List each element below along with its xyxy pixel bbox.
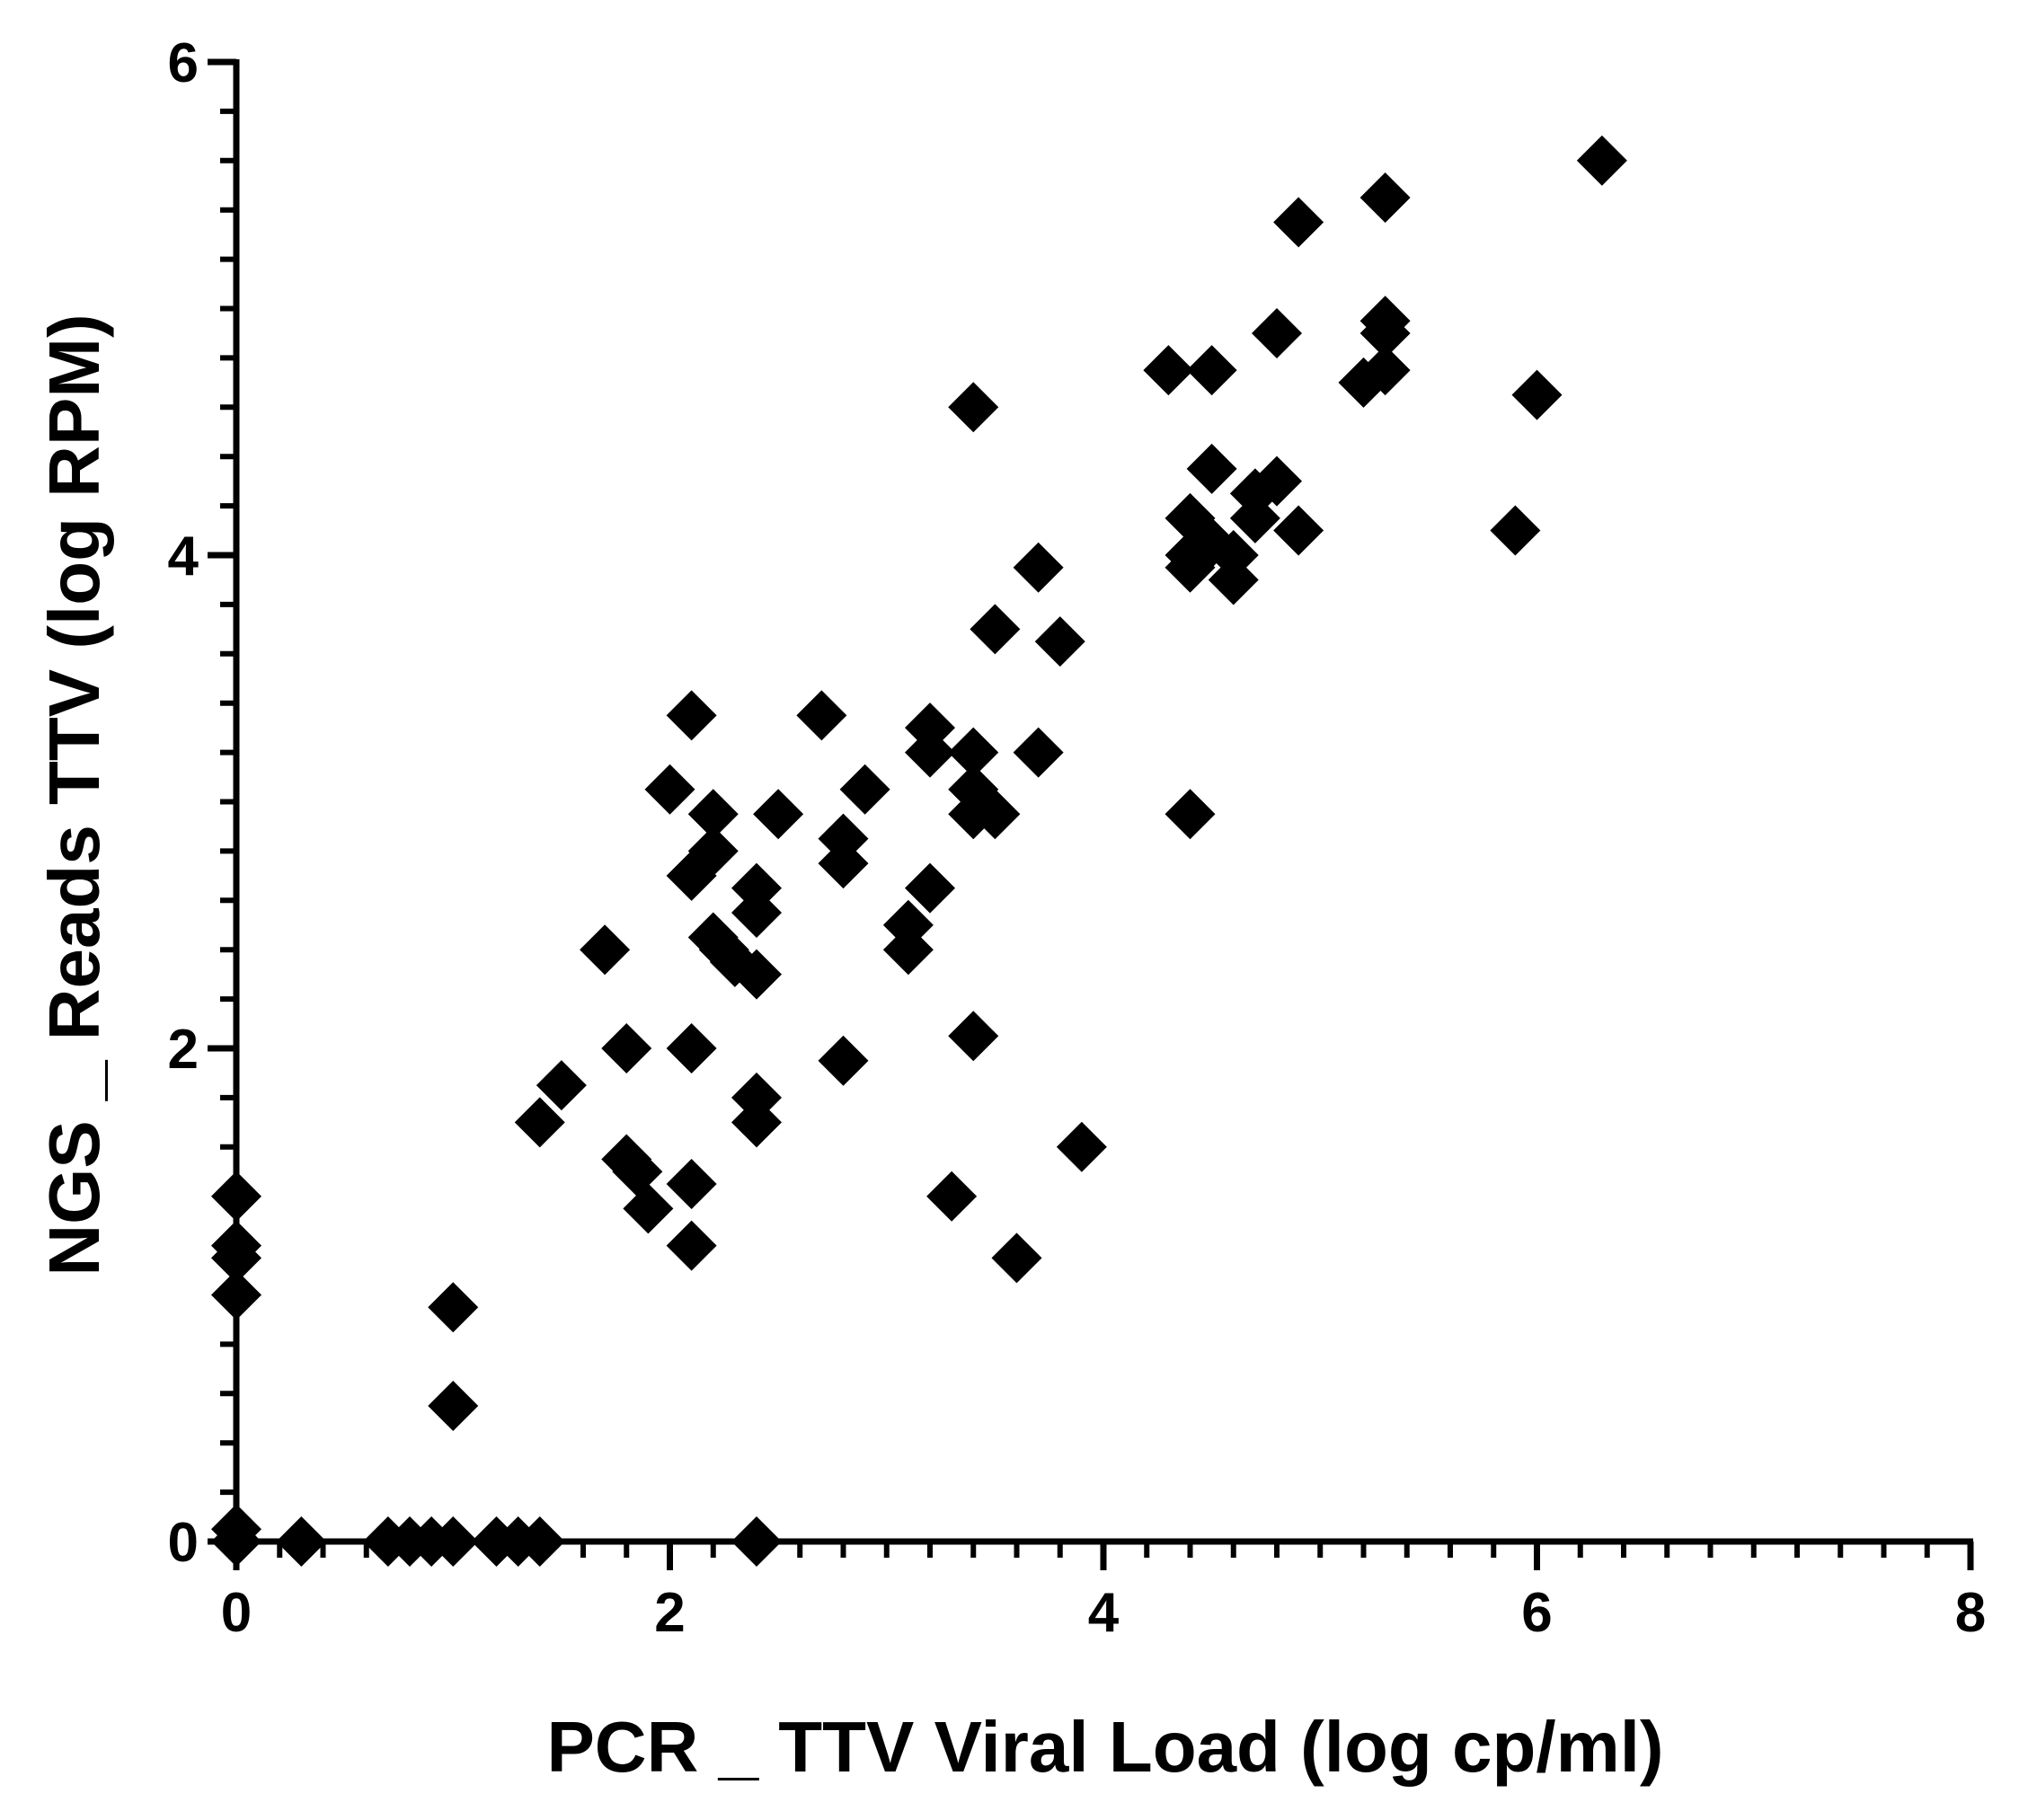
data-point (687, 789, 739, 840)
data-point (666, 1220, 717, 1271)
data-point (428, 1516, 479, 1567)
data-point (514, 1516, 565, 1567)
data-point (1273, 505, 1324, 556)
y-axis-title: NGS _ Reads TTV (log RPM) (34, 314, 114, 1276)
data-point (948, 727, 999, 778)
data-point (991, 1232, 1042, 1284)
data-point (1034, 616, 1085, 667)
data-point (731, 949, 782, 1000)
data-point (1056, 1121, 1107, 1172)
data-point (623, 1183, 674, 1234)
x-tick-label: 8 (1955, 1582, 1986, 1644)
data-point (882, 924, 934, 976)
data-point (1186, 345, 1237, 396)
data-point (1576, 135, 1627, 186)
data-point (1252, 455, 1302, 507)
data-point (211, 1269, 261, 1321)
data-point (612, 1146, 663, 1197)
data-point (1490, 505, 1541, 556)
data-point (687, 826, 739, 877)
y-tick-label: 2 (168, 1019, 199, 1081)
x-tick-label: 2 (654, 1582, 685, 1644)
data-point (818, 838, 869, 889)
x-tick-labels: 0 2 4 6 8 (221, 1582, 1986, 1644)
data-point (1252, 307, 1302, 358)
data-point (1186, 443, 1237, 494)
data-point (536, 1060, 587, 1111)
data-point (1359, 296, 1411, 347)
data-point (818, 1035, 869, 1086)
data-point (1511, 369, 1563, 420)
data-point (1359, 345, 1411, 396)
x-tick-label: 6 (1521, 1582, 1552, 1644)
data-point (1013, 727, 1064, 778)
data-point (948, 1011, 999, 1062)
data-point (948, 382, 999, 433)
data-point (731, 1097, 782, 1148)
data-point (926, 1171, 978, 1222)
data-point (731, 862, 782, 914)
data-point (276, 1516, 327, 1567)
data-point (666, 1158, 717, 1209)
data-point (428, 1381, 479, 1432)
data-point (580, 924, 631, 976)
data-points (211, 135, 1627, 1567)
data-point (1229, 492, 1280, 543)
data-point (514, 1097, 565, 1148)
data-point (1013, 542, 1064, 593)
x-axis-title: PCR _ TTV Viral Load (log cp/ml) (546, 1707, 1663, 1787)
data-point (905, 727, 955, 778)
data-point (1165, 789, 1216, 840)
data-point (1208, 530, 1259, 580)
data-point (644, 764, 695, 815)
x-tick-label: 4 (1088, 1582, 1120, 1644)
data-point (970, 789, 1021, 840)
y-tick-label: 0 (168, 1512, 199, 1574)
data-point (839, 764, 890, 815)
data-point (905, 862, 955, 914)
data-point (211, 1232, 261, 1284)
data-point (211, 1516, 261, 1567)
y-tick-label: 6 (168, 32, 199, 94)
data-point (601, 1023, 652, 1073)
data-point (666, 690, 717, 741)
data-point (1143, 345, 1194, 396)
data-point (211, 1171, 261, 1222)
data-point (666, 1023, 717, 1073)
data-point (796, 690, 847, 741)
data-point (731, 1516, 782, 1567)
x-tick-label: 0 (221, 1582, 252, 1644)
y-tick-labels: 0 2 4 6 (168, 32, 199, 1574)
y-tick-label: 4 (168, 526, 199, 588)
data-point (1273, 197, 1324, 248)
data-point (1359, 172, 1411, 223)
data-point (970, 604, 1021, 655)
data-point (753, 789, 804, 840)
data-point (428, 1282, 479, 1333)
